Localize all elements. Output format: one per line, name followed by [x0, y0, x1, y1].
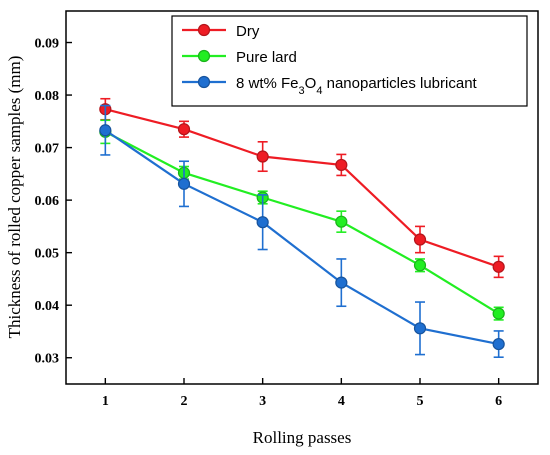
legend-marker	[199, 51, 210, 62]
data-point	[179, 178, 190, 189]
x-tick-label: 5	[417, 394, 424, 409]
series-line	[105, 109, 498, 267]
series-0	[100, 99, 504, 278]
series-1	[100, 120, 504, 320]
y-tick-label: 0.06	[35, 194, 60, 209]
legend: Dry Pure lard 8 wt% Fe3O4 nanoparticles …	[172, 16, 527, 106]
data-point	[179, 124, 190, 135]
x-tick-label: 2	[181, 394, 188, 409]
series-line	[105, 132, 498, 314]
data-point	[336, 159, 347, 170]
x-tick-label: 6	[495, 394, 502, 409]
legend-marker	[199, 25, 210, 36]
data-point	[257, 151, 268, 162]
data-point	[493, 308, 504, 319]
series-2	[100, 106, 504, 358]
data-point	[493, 261, 504, 272]
y-tick-label: 0.04	[35, 299, 60, 314]
y-tick-label: 0.09	[35, 37, 60, 52]
y-axis-title: Thickness of rolled copper samples (mm)	[5, 56, 24, 339]
y-tick-label: 0.08	[35, 89, 60, 104]
data-point	[257, 217, 268, 228]
data-point	[493, 339, 504, 350]
data-point	[100, 125, 111, 136]
data-point	[415, 260, 426, 271]
x-tick-label: 3	[259, 394, 266, 409]
legend-label-pure-lard: Pure lard	[236, 49, 297, 66]
y-tick-label: 0.07	[35, 142, 60, 157]
legend-marker	[199, 77, 210, 88]
y-tick-label: 0.05	[35, 247, 60, 262]
legend-label-dry: Dry	[236, 23, 260, 40]
data-point	[336, 277, 347, 288]
data-point	[415, 323, 426, 334]
y-tick-label: 0.03	[35, 352, 60, 367]
x-axis-title: Rolling passes	[253, 428, 352, 447]
data-point	[336, 216, 347, 227]
x-tick-label: 1	[102, 394, 109, 409]
x-tick-label: 4	[338, 394, 345, 409]
data-point	[415, 234, 426, 245]
